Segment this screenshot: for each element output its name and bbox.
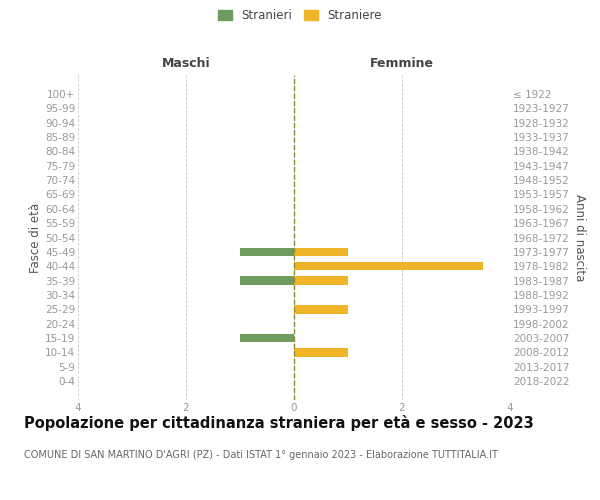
- Text: Popolazione per cittadinanza straniera per età e sesso - 2023: Popolazione per cittadinanza straniera p…: [24, 415, 534, 431]
- Bar: [240, 334, 294, 342]
- Text: COMUNE DI SAN MARTINO D'AGRI (PZ) - Dati ISTAT 1° gennaio 2023 - Elaborazione TU: COMUNE DI SAN MARTINO D'AGRI (PZ) - Dati…: [24, 450, 498, 460]
- Bar: [240, 276, 294, 285]
- Bar: [294, 276, 348, 285]
- Bar: [294, 248, 348, 256]
- Text: Femmine: Femmine: [370, 57, 434, 70]
- Bar: [240, 248, 294, 256]
- Bar: [294, 348, 348, 356]
- Text: Maschi: Maschi: [161, 57, 211, 70]
- Bar: [294, 305, 348, 314]
- Bar: [294, 262, 483, 270]
- Y-axis label: Fasce di età: Fasce di età: [29, 202, 42, 272]
- Y-axis label: Anni di nascita: Anni di nascita: [573, 194, 586, 281]
- Legend: Stranieri, Straniere: Stranieri, Straniere: [214, 6, 386, 26]
